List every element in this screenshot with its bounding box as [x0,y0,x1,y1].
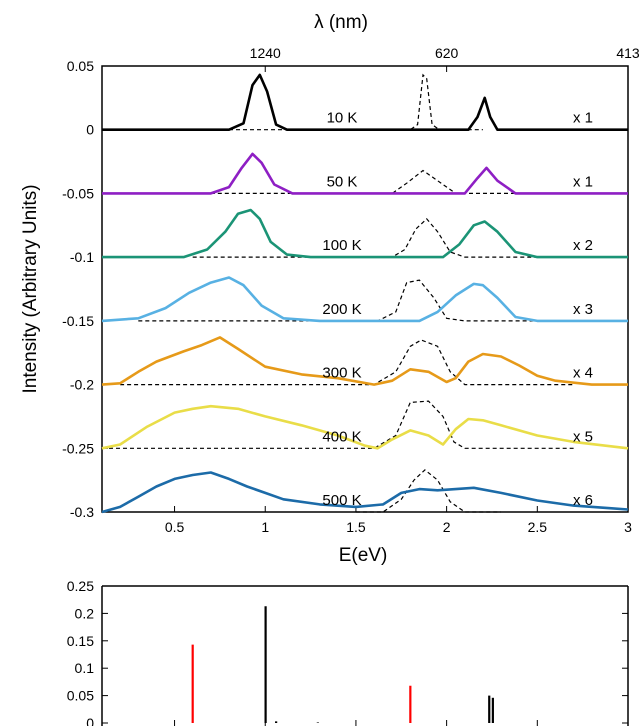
series-scale-label: x 5 [573,428,593,445]
y-tick-label: 0.15 [67,633,94,649]
series-label: 100 K [322,237,361,254]
series-100k-line [102,208,628,259]
series-label: 400 K [322,428,361,445]
y-tick-label: 0 [86,715,94,726]
y-tick-label: 0.1 [75,660,95,676]
series-50k-line [102,152,628,195]
series-10k-line [102,73,628,131]
series-500k-line [101,471,629,514]
y-tick-label: -0.2 [70,377,94,393]
series-label: 200 K [322,301,361,318]
y-axis-label: Intensity (Arbitrary Units) [20,184,41,393]
y-tick-label: 0.05 [67,58,94,74]
top-tick-label: 413 [616,45,640,61]
series-label: 10 K [327,110,358,127]
series-scale-label: x 1 [573,173,593,190]
series-scale-label: x 4 [573,365,593,382]
top-tick-label: 620 [435,45,459,61]
y-tick-label: -0.05 [62,185,94,201]
series-scale-label: x 3 [573,301,593,318]
x-tick-label: 0.5 [165,519,185,535]
series-scale-label: x 2 [573,237,593,254]
series-400k-dashed-line [102,400,574,449]
series-scale-label: x 6 [573,492,593,509]
bottom-chart-panel: 0.25 0.2 0.15 0.1 0.05 0 [67,578,629,726]
series-200k-line [101,276,628,323]
series-label: 500 K [322,492,361,509]
series-scale-label: x 1 [573,110,593,127]
top-chart-panel: 0.05 0 -0.05 -0.1 -0.15 -0.2 -0.25 -0.3 0.5 1 1.5 2… [62,45,640,535]
series-100k-dashed-line [192,218,538,258]
series-300k-dashed-line [120,339,574,386]
y-tick-label: -0.3 [70,504,94,520]
x-tick-label: 3 [624,519,632,535]
y-tick-label: -0.1 [70,249,94,265]
y-tick-label: 0.25 [67,578,94,594]
series-label: 50 K [327,173,358,190]
top-axis-label: λ (nm) [314,12,368,33]
x-axis-label: E(eV) [339,545,388,566]
series-200k-dashed-line [138,279,574,322]
series-400k-line [101,404,629,450]
top-tick-label: 1240 [250,45,281,61]
x-tick-label: 1.5 [346,519,366,535]
y-tick-label: 0.05 [67,688,94,704]
x-tick-label: 2 [443,519,451,535]
series-300k-line [101,336,628,386]
y-tick-label: -0.25 [62,440,94,456]
series-label: 300 K [322,365,361,382]
x-tick-label: 1 [261,519,269,535]
y-tick-label: 0.2 [75,605,95,621]
y-tick-label: -0.15 [62,313,94,329]
series-500k-dashed-line [355,469,501,513]
y-tick-label: 0 [86,122,94,138]
x-tick-label: 2.5 [528,519,548,535]
